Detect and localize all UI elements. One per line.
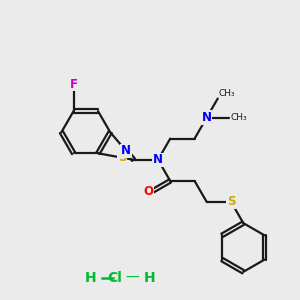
Text: S: S [227, 196, 236, 208]
Text: CH₃: CH₃ [219, 89, 235, 98]
Text: CH₃: CH₃ [230, 113, 247, 122]
Text: —: — [125, 271, 139, 285]
Text: N: N [121, 144, 131, 157]
Text: S: S [118, 151, 126, 164]
Text: N: N [202, 111, 212, 124]
Text: H: H [85, 271, 96, 285]
Text: O: O [144, 185, 154, 198]
Text: N: N [153, 153, 163, 166]
Text: H: H [144, 271, 156, 285]
Text: Cl: Cl [107, 271, 122, 285]
Text: F: F [70, 78, 78, 91]
